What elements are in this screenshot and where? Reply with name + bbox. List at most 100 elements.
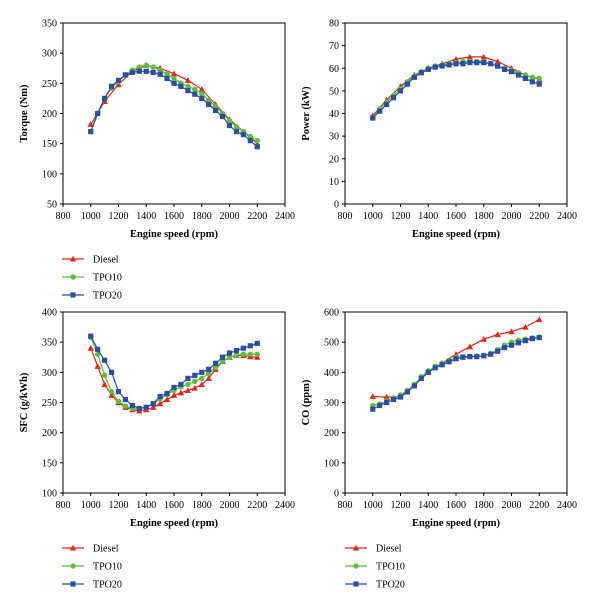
data-point	[212, 103, 219, 109]
data-point	[529, 74, 536, 81]
series-tpo20	[370, 335, 542, 412]
x-tick-label: 1800	[192, 211, 212, 222]
x-tick-label: 800	[56, 211, 71, 222]
y-tick-label: 0	[334, 200, 339, 211]
data-point	[515, 340, 522, 346]
data-point	[149, 404, 157, 410]
data-point	[529, 79, 535, 85]
data-point	[185, 375, 191, 381]
y-tick-label: 250	[42, 398, 57, 409]
data-point	[171, 384, 177, 391]
data-point	[515, 72, 522, 78]
data-point	[206, 366, 212, 372]
data-point	[522, 338, 528, 344]
data-point	[150, 64, 156, 70]
x-tick-label: 800	[338, 211, 353, 222]
data-point	[495, 63, 501, 69]
data-point	[143, 68, 149, 74]
data-point	[94, 363, 101, 369]
data-point	[247, 138, 253, 144]
x-axis-title: Engine speed (rpm)	[412, 518, 501, 529]
y-tick-label: 300	[324, 398, 339, 409]
y-tick-label: 80	[329, 19, 339, 30]
data-point	[233, 129, 240, 135]
data-point	[108, 392, 115, 398]
data-point	[108, 388, 115, 395]
data-point	[397, 88, 404, 94]
data-point	[136, 68, 142, 74]
data-point	[115, 398, 122, 404]
legend-label: TPO10	[93, 562, 122, 573]
x-tick-label: 2200	[247, 500, 267, 511]
data-point	[536, 81, 542, 87]
y-tick-label: 300	[42, 368, 57, 379]
y-axis-title: Torque (Nm)	[19, 84, 30, 143]
data-point	[205, 370, 212, 377]
y-tick-label: 200	[42, 109, 57, 120]
y-tick-label: 0	[334, 489, 339, 500]
legend-label: TPO10	[93, 273, 122, 284]
series-line	[372, 337, 540, 410]
x-tick-label: 1800	[474, 211, 494, 222]
data-point	[495, 348, 501, 354]
data-point	[185, 83, 191, 90]
x-tick-label: 1400	[418, 211, 438, 222]
data-point	[164, 71, 170, 77]
data-point	[432, 64, 438, 70]
data-point	[192, 372, 198, 378]
series-line	[90, 347, 258, 412]
data-point	[205, 97, 212, 103]
data-point	[536, 335, 542, 341]
data-point	[480, 53, 487, 60]
x-tick-label: 2200	[529, 211, 549, 222]
data-point	[384, 101, 390, 108]
data-point	[198, 381, 205, 387]
data-point	[508, 328, 515, 335]
legend-marker	[70, 274, 76, 280]
data-point	[425, 369, 431, 375]
data-point	[136, 64, 143, 70]
data-point	[95, 110, 101, 117]
y-tick-label: 70	[329, 41, 339, 52]
x-tick-label: 1400	[136, 500, 156, 511]
data-point	[177, 389, 185, 396]
data-point	[404, 81, 411, 87]
series-tpo20	[88, 333, 260, 412]
y-tick-label: 400	[324, 368, 339, 379]
data-point	[488, 61, 494, 67]
x-tick-label: 1600	[164, 211, 184, 222]
chart-co: 800 1000 1200 1400 1600 1800 2000 2200 2400 0 100 2…	[301, 308, 577, 591]
data-point	[157, 67, 163, 73]
legend-marker	[352, 544, 360, 551]
data-point	[185, 381, 191, 388]
series-tpo20	[88, 68, 260, 150]
y-tick-label: 300	[42, 49, 57, 60]
data-point	[164, 390, 170, 397]
y-tick-label: 100	[324, 458, 339, 469]
data-point	[87, 345, 94, 351]
data-point	[446, 62, 452, 68]
data-point	[102, 357, 108, 363]
data-point	[460, 354, 466, 360]
y-axis-title: Power (kW)	[301, 86, 312, 141]
legend: Diesel TPO10 TPO20	[62, 544, 122, 591]
x-axis-title: Engine speed (rpm)	[412, 229, 501, 240]
data-point	[418, 375, 424, 381]
data-point	[240, 345, 246, 351]
data-point	[481, 353, 487, 359]
data-point	[157, 71, 163, 77]
x-tick-label: 1400	[418, 500, 438, 511]
legend-marker	[353, 581, 359, 587]
data-point	[397, 394, 404, 400]
data-point	[377, 108, 383, 114]
data-point	[199, 369, 205, 375]
data-point	[122, 72, 129, 78]
x-tick-label: 1000	[363, 211, 383, 222]
y-tick-label: 60	[329, 64, 339, 75]
data-point	[87, 121, 94, 127]
data-point	[247, 133, 254, 140]
legend-marker	[70, 581, 76, 587]
data-point	[219, 354, 226, 360]
data-point	[233, 124, 240, 130]
x-tick-label: 2400	[557, 500, 577, 511]
